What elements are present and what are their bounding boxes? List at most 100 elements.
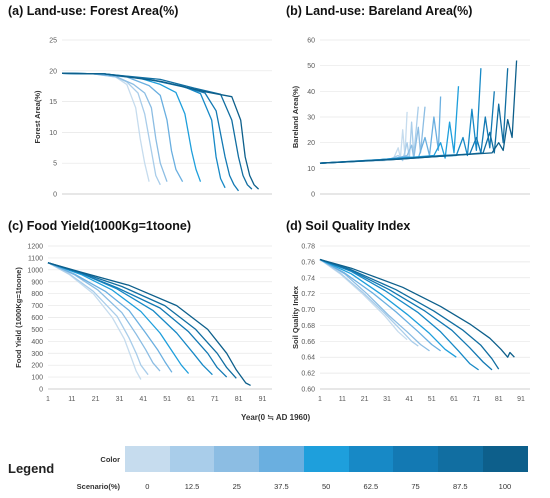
chart-panel-0: 0 5 10 15 20 25 Forest Area(%): [33, 38, 272, 199]
y-tick-label: 0.68: [301, 323, 315, 330]
shared-x-axis-label: Year(0 ≒ AD 1960): [241, 413, 311, 422]
y-tick-label: 25: [49, 38, 57, 45]
y-tick-label: 15: [49, 99, 57, 106]
y-tick-label: 500: [31, 327, 43, 334]
y-tick-label: 0.70: [301, 307, 315, 314]
y-tick-label: 1000: [27, 267, 43, 274]
y-tick-label: 50: [307, 63, 315, 70]
y-tick-label: 0: [39, 387, 43, 394]
chart-title-soil: (d) Soil Quality Index: [286, 219, 411, 233]
x-tick-label: 21: [92, 396, 100, 403]
legend-swatch: [214, 446, 260, 472]
chart-title-forest: (a) Land-use: Forest Area(%): [8, 4, 179, 18]
y-tick-label: 1100: [28, 255, 43, 262]
chart-panel-3: 0.60 0.62 0.64 0.66 0.68 0.70 0.72 0.74 0.76 0.78…: [291, 244, 530, 403]
y-tick-label: 600: [31, 315, 43, 322]
x-tick-label: 41: [405, 396, 413, 403]
x-tick-label: 1: [318, 396, 322, 403]
y-axis-label: Food Yield (1000Kg=1toone): [14, 267, 23, 368]
x-tick-label: 31: [116, 396, 124, 403]
legend-swatch: [259, 446, 305, 472]
legend-swatch: [348, 446, 394, 472]
y-tick-label: 800: [31, 291, 43, 298]
y-tick-label: 0: [311, 192, 315, 199]
y-tick-label: 100: [31, 375, 43, 382]
y-tick-label: 10: [307, 166, 315, 173]
y-tick-label: 300: [31, 351, 43, 358]
y-tick-label: 0.76: [301, 259, 315, 266]
series-line-3: [61, 72, 184, 183]
series-line-6: [47, 262, 228, 378]
y-tick-label: 20: [307, 140, 315, 147]
y-tick-label: 10: [49, 130, 57, 137]
x-tick-label: 31: [383, 396, 391, 403]
legend-scenario-value: 50: [321, 482, 331, 491]
series-line-0: [47, 262, 142, 380]
y-tick-label: 60: [307, 38, 315, 45]
legend-swatch: [482, 446, 528, 472]
legend-scenario-value: 100: [498, 482, 512, 491]
series-line-2: [47, 262, 161, 372]
series-line-8: [319, 258, 515, 358]
series-line-4: [61, 72, 202, 182]
x-tick-label: 81: [235, 396, 243, 403]
series-line-2: [319, 258, 430, 352]
legend-scenario-value: 25: [232, 482, 241, 491]
legend-scenario-value: 75: [411, 482, 420, 491]
legend-color-label: Color: [100, 455, 120, 464]
chart-title-food: (c) Food Yield(1000Kg=1toone): [8, 219, 192, 233]
series-line-1: [319, 258, 419, 347]
series-line-4: [319, 86, 460, 164]
legend-scenario-value: 37.5: [274, 482, 289, 491]
y-tick-label: 0: [53, 192, 57, 199]
chart-panel-2: 0 100 200 300 400 500 600 700 800 900 1000 1100 1200…: [14, 244, 272, 403]
y-tick-label: 5: [53, 161, 57, 168]
x-tick-label: 11: [68, 396, 75, 403]
legend-scenario-value: 62.5: [363, 482, 379, 491]
series-line-8: [47, 262, 251, 386]
y-tick-label: 0.66: [301, 339, 315, 346]
y-tick-label: 400: [31, 339, 43, 346]
series-line-0: [319, 111, 408, 164]
series-line-5: [319, 258, 479, 371]
y-tick-label: 0.72: [301, 291, 315, 298]
series-line-4: [47, 262, 190, 374]
y-tick-label: 0.64: [301, 355, 315, 362]
legend-swatch: [125, 446, 171, 472]
y-tick-label: 700: [31, 303, 43, 310]
legend-title: Legend: [8, 461, 55, 476]
y-tick-label: 30: [307, 115, 315, 122]
series-line-2: [61, 72, 168, 182]
chart-title-bareland: (b) Land-use: Bareland Area(%): [286, 4, 473, 18]
series-line-4: [319, 258, 457, 358]
series-line-7: [61, 72, 253, 190]
x-tick-label: 71: [211, 396, 219, 403]
y-tick-label: 900: [31, 279, 43, 286]
x-tick-label: 11: [339, 396, 346, 403]
series-line-7: [319, 258, 500, 370]
x-tick-label: 51: [428, 396, 436, 403]
series-line-3: [319, 258, 441, 352]
legend-scenario-label: Scenario(%): [76, 482, 120, 491]
series-line-6: [319, 258, 493, 371]
series-line-3: [47, 262, 173, 373]
series-line-8: [319, 60, 518, 164]
x-tick-label: 61: [187, 396, 195, 403]
x-tick-label: 1: [46, 396, 50, 403]
series-line-0: [319, 258, 408, 341]
y-axis-label: Bareland Area(%): [291, 85, 300, 148]
y-tick-label: 0.74: [301, 275, 315, 282]
legend-scenario-value: 12.5: [184, 482, 200, 491]
x-tick-label: 61: [450, 396, 458, 403]
legend-scenario-value: 0: [145, 482, 150, 491]
x-tick-label: 91: [259, 396, 267, 403]
y-tick-label: 200: [31, 363, 43, 370]
y-tick-label: 0.62: [301, 371, 315, 378]
legend-swatch: [169, 446, 215, 472]
y-tick-label: 0.60: [301, 387, 315, 394]
y-axis-label: Soil Quality Index: [291, 285, 300, 349]
series-line-0: [61, 72, 150, 182]
y-tick-label: 40: [307, 89, 315, 96]
y-tick-label: 1200: [27, 244, 43, 251]
